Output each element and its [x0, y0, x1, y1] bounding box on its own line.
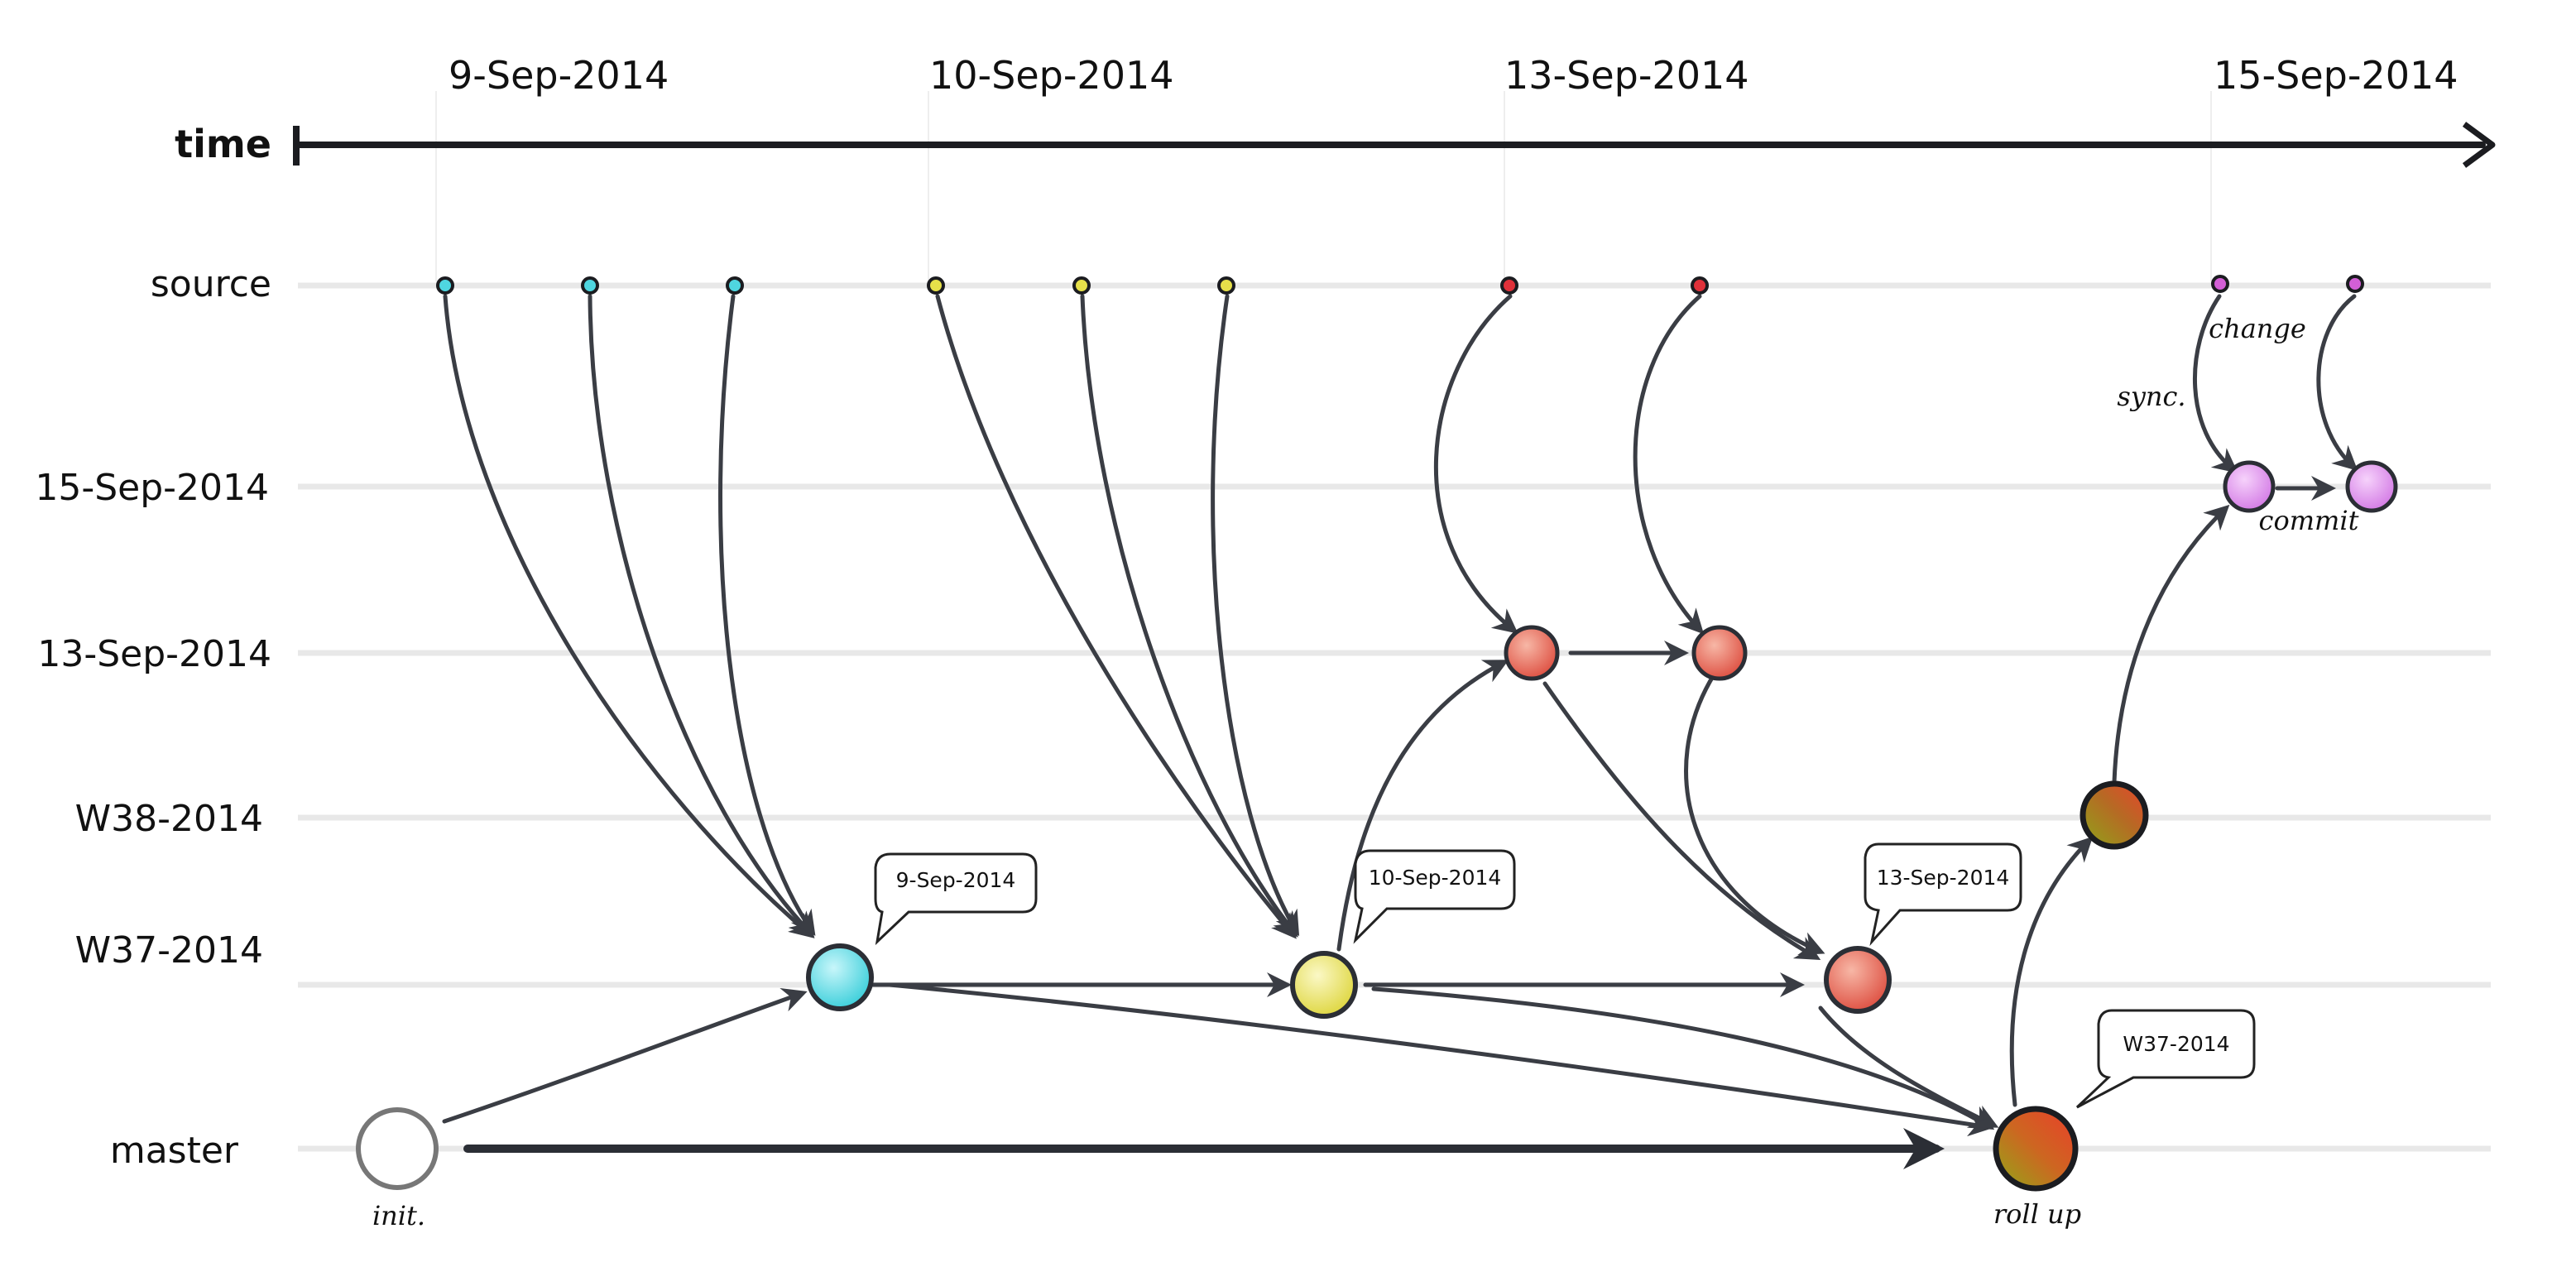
source-commit-cyan — [436, 276, 454, 295]
source-commit-cyan — [581, 276, 599, 295]
edge-source-to-sep13 — [1433, 294, 1518, 634]
time-axis — [293, 122, 2496, 168]
lane-label-master: master — [110, 1130, 239, 1172]
annotation-commit: commit — [2259, 505, 2359, 536]
edge-source-to-sep15 — [2192, 294, 2238, 473]
source-commits — [436, 275, 2364, 295]
w37-sep13-node — [1824, 946, 1892, 1014]
lane-label-w37: W37-2014 — [75, 929, 263, 972]
annotation-sync: sync. — [2117, 381, 2185, 412]
edge-w38-to-sep15 — [2112, 504, 2230, 785]
w37-sep10-node — [1290, 951, 1358, 1019]
lane-label-source: source — [151, 263, 271, 305]
master-init-node — [356, 1107, 439, 1190]
source-commit-red — [1691, 276, 1709, 295]
edge-source-to-w37-sep10 — [935, 294, 1297, 939]
source-commit-yellow — [1217, 276, 1235, 295]
callout-w37: W37-2014 — [2075, 1009, 2256, 1109]
edges — [442, 294, 2358, 1169]
date-label-sep10: 10-Sep-2014 — [929, 53, 1174, 98]
edge-source-to-w37-sep10 — [1211, 294, 1300, 937]
w38-node — [2080, 780, 2149, 850]
source-commit-magenta — [2346, 275, 2364, 293]
sep13-commit-node — [1504, 625, 1560, 681]
edge-rollup-to-w38 — [2009, 836, 2094, 1107]
edge-w37-to-rollup — [887, 982, 1993, 1137]
edge-source-to-w37-sep9 — [718, 294, 816, 936]
date-label-sep9: 9-Sep-2014 — [449, 53, 669, 98]
edge-source-to-w37-sep9 — [443, 294, 815, 938]
callout-sep9: 9-Sep-2014 — [874, 852, 1038, 946]
callout-text-sep13: 13-Sep-2014 — [1877, 866, 2010, 890]
date-label-sep13: 13-Sep-2014 — [1504, 53, 1749, 98]
sep13-commit-node — [1691, 625, 1748, 681]
source-commit-yellow — [1072, 276, 1091, 295]
callout-bubble — [1864, 842, 2022, 947]
callout-sep10: 10-Sep-2014 — [1353, 849, 1516, 944]
callout-bubble — [874, 852, 1038, 946]
edge-source-to-w37-sep9 — [588, 294, 815, 938]
source-commit-cyan — [726, 276, 744, 295]
source-commit-red — [1500, 276, 1518, 295]
callout-text-sep10: 10-Sep-2014 — [1369, 866, 1502, 890]
edge-sep10-to-sep13 — [1336, 660, 1509, 952]
annotation-init: init. — [372, 1200, 425, 1231]
date-gridlines — [435, 91, 2212, 281]
sep15-commit-node — [2345, 460, 2398, 513]
edge-source-to-sep15 — [2316, 294, 2358, 472]
callout-text-w37: W37-2014 — [2123, 1032, 2229, 1056]
edge-source-to-sep13 — [1633, 294, 1705, 635]
callout-bubble — [1353, 849, 1516, 944]
axis-label-time: time — [175, 122, 271, 166]
annotation-roll-up: roll up — [1993, 1198, 2081, 1230]
lane-label-sep15: 15-Sep-2014 — [35, 467, 269, 509]
edge-sep13-to-w37 — [1542, 681, 1821, 960]
callout-text-sep9: 9-Sep-2014 — [896, 868, 1016, 892]
edge-w37-to-rollup — [1818, 1005, 1999, 1128]
annotation-change: change — [2209, 313, 2306, 344]
time-axis-arrowhead — [2462, 122, 2496, 168]
lane-label-sep13: 13-Sep-2014 — [37, 633, 271, 675]
callout-sep13: 13-Sep-2014 — [1864, 842, 2022, 947]
callout-bubble — [2075, 1009, 2256, 1109]
master-rollup-node — [1993, 1106, 2079, 1192]
source-commit-yellow — [927, 276, 945, 295]
edge-source-to-w37-sep10 — [1080, 294, 1298, 938]
sep15-commit-node — [2223, 460, 2276, 513]
lane-label-w38: W38-2014 — [75, 798, 263, 840]
edge-init-to-w37 — [442, 987, 808, 1124]
edge-w37-to-rollup — [1371, 986, 1995, 1130]
w37-sep9-node — [806, 943, 874, 1011]
edge-sep13-to-w37 — [1684, 671, 1825, 956]
date-label-sep15: 15-Sep-2014 — [2214, 53, 2458, 98]
source-commit-magenta — [2211, 275, 2229, 293]
branch-commits — [356, 460, 2398, 1192]
